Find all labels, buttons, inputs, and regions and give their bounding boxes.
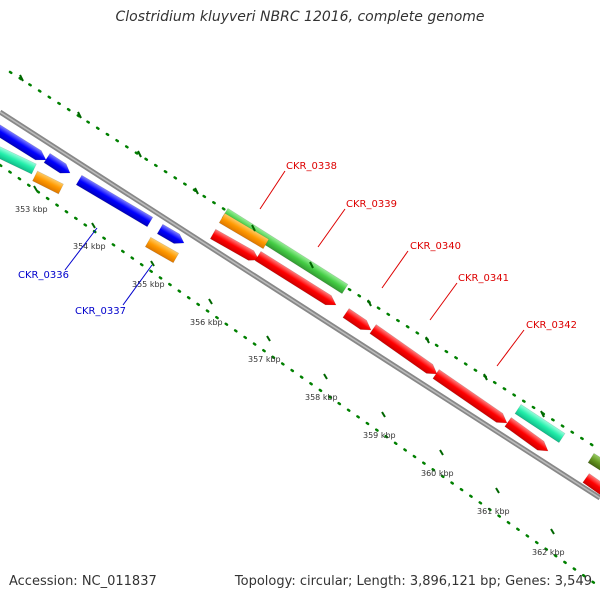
gene-label-ckr-0342: CKR_0342 — [526, 320, 577, 331]
gene-teal-right — [514, 403, 566, 444]
kbp-tick-label: 356 kbp — [190, 318, 223, 327]
kbp-tick-mark — [323, 373, 328, 380]
outer-tick-mark — [425, 336, 430, 344]
kbp-tick-label: 361 kbp — [477, 507, 510, 516]
map-title: Clostridium kluyveri NBRC 12016, complet… — [115, 9, 485, 25]
inner-dotted-guide — [0, 163, 600, 589]
gene-ckr-0336 — [156, 223, 185, 244]
outer-tick-mark — [251, 224, 256, 232]
kbp-tick-mark — [91, 222, 96, 229]
kbp-tick-mark — [550, 528, 555, 535]
gene-red-edge — [582, 473, 600, 500]
outer-tick-mark — [19, 74, 24, 82]
gene-label-ckr-0337: CKR_0337 — [75, 306, 126, 317]
gene-red-right — [504, 417, 549, 452]
kbp-tick-mark — [150, 260, 155, 267]
gene-labels: CKR_0336 CKR_0337 CKR_0338 CKR_0339 CKR_… — [18, 161, 577, 331]
outer-tick-mark — [137, 150, 142, 158]
kbp-tick-mark — [439, 449, 444, 456]
kbp-tick-mark — [33, 185, 38, 192]
kbp-tick-mark — [266, 335, 271, 342]
kbp-tick-label: 359 kbp — [363, 431, 396, 440]
kbp-tick-mark — [381, 411, 386, 418]
gene-blue-1 — [0, 119, 47, 161]
kbp-tick-label: 362 kbp — [532, 548, 565, 557]
gene-label-ckr-0338: CKR_0338 — [286, 161, 337, 172]
outer-tick-mark — [367, 299, 372, 307]
genome-backbone — [0, 109, 600, 501]
gene-orange-left — [32, 170, 64, 195]
gene-ckr-0342 — [432, 369, 508, 424]
gene-label-ckr-0341: CKR_0341 — [458, 273, 509, 284]
gene-ckr-0340 — [254, 250, 337, 306]
kbp-scale: 353 kbp 354 kbp 355 kbp 356 kbp 357 kbp 358 k… — [15, 74, 565, 557]
outer-tick-mark — [540, 410, 545, 418]
kbp-tick-label: 355 kbp — [132, 280, 165, 289]
gene-label-ckr-0336: CKR_0336 — [18, 270, 69, 281]
outer-dotted-guide — [8, 70, 600, 452]
gene-olive-edge — [587, 452, 600, 476]
genome-summary-text: Topology: circular; Length: 3,896,121 bp… — [234, 574, 592, 589]
kbp-tick-label: 360 kbp — [421, 469, 454, 478]
outer-tick-mark — [194, 187, 199, 195]
kbp-tick-mark — [495, 487, 500, 494]
gene-ckr-0341a — [342, 308, 372, 331]
outer-tick-mark — [77, 111, 82, 119]
gene-blue-2 — [43, 152, 71, 174]
accession-text: Accession: NC_011837 — [9, 574, 157, 589]
gene-label-ckr-0339: CKR_0339 — [346, 199, 397, 210]
kbp-tick-mark — [208, 298, 213, 305]
outer-tick-mark — [309, 261, 314, 269]
gene-blue-3 — [75, 174, 154, 228]
kbp-tick-label: 353 kbp — [15, 205, 48, 214]
kbp-tick-label: 354 kbp — [73, 242, 106, 251]
kbp-tick-label: 358 kbp — [305, 393, 338, 402]
gene-label-leaders — [64, 170, 525, 367]
outer-tick-mark — [483, 373, 488, 381]
gene-ckr-0339 — [209, 228, 260, 261]
gene-teal-left — [0, 142, 37, 175]
gene-ckr-0337 — [144, 236, 180, 264]
gene-ckr-0341 — [369, 324, 438, 375]
kbp-tick-label: 357 kbp — [248, 355, 281, 364]
gene-label-ckr-0340: CKR_0340 — [410, 241, 461, 252]
